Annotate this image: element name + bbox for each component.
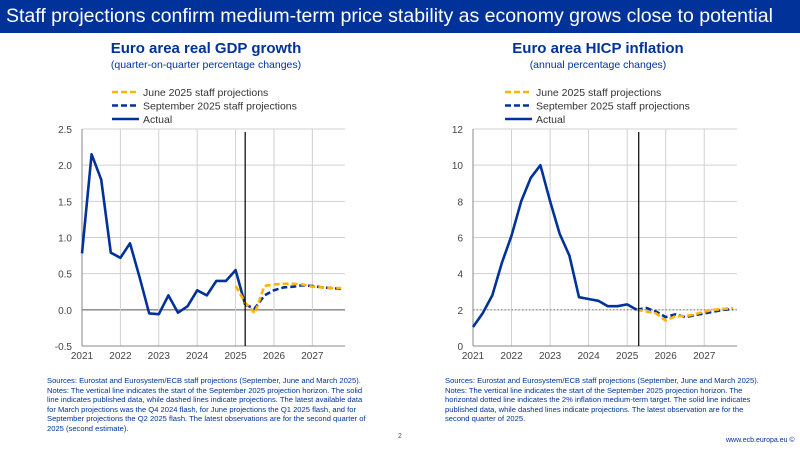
x-tick-label: 2024 xyxy=(577,351,600,362)
x-tick-label: 2021 xyxy=(462,351,485,362)
x-tick-label: 2024 xyxy=(186,351,209,362)
x-tick-label: 2026 xyxy=(263,351,286,362)
y-tick-label: 2.0 xyxy=(58,161,72,172)
page-number: 2 xyxy=(398,433,402,440)
y-tick-label: 0.5 xyxy=(58,270,72,281)
series-line-actual xyxy=(471,163,638,328)
y-tick-label: 12 xyxy=(452,125,464,136)
y-tick-label: 8 xyxy=(457,197,463,208)
y-tick-label: 1.5 xyxy=(58,197,72,208)
x-tick-label: 2025 xyxy=(616,351,639,362)
x-tick-label: 2025 xyxy=(224,351,247,362)
x-tick-label: 2021 xyxy=(71,351,94,362)
x-tick-label: 2027 xyxy=(301,351,324,362)
y-tick-label: -0.5 xyxy=(55,342,73,353)
y-tick-label: 0.0 xyxy=(58,306,72,317)
y-tick-label: 2.5 xyxy=(58,125,72,136)
x-tick-label: 2022 xyxy=(109,351,132,362)
legend-label: June 2025 staff projections xyxy=(143,87,268,99)
series-line-september-2025-staff-projections xyxy=(244,283,342,310)
x-tick-label: 2026 xyxy=(655,351,678,362)
legend-label: September 2025 staff projections xyxy=(143,101,297,113)
legend-label: Actual xyxy=(143,114,172,126)
ecb-url: www.ecb.europa.eu © xyxy=(726,437,795,444)
chart-subtitle-hicp: (annual percentage changes) xyxy=(529,59,667,71)
x-tick-label: 2023 xyxy=(539,351,562,362)
y-tick-label: 2 xyxy=(457,306,463,317)
y-tick-label: 6 xyxy=(457,234,463,245)
legend-label: Actual xyxy=(536,114,565,126)
series-line-june-2025-staff-projections xyxy=(636,306,734,323)
notes-hicp: Sources: Eurostat and Eurosystem/ECB sta… xyxy=(445,376,759,424)
chart-title-gdp: Euro area real GDP growth xyxy=(110,40,302,57)
series-line-actual xyxy=(80,153,247,316)
x-tick-label: 2022 xyxy=(500,351,523,362)
y-tick-label: 4 xyxy=(457,270,463,281)
y-tick-label: 10 xyxy=(452,161,464,172)
y-tick-label: 1.0 xyxy=(58,234,72,245)
notes-gdp: Sources: Eurostat and Eurosystem/ECB sta… xyxy=(47,376,366,433)
series-line-june-2025-staff-projections xyxy=(234,282,342,315)
legend-label: September 2025 staff projections xyxy=(536,101,690,113)
series-line-september-2025-staff-projections xyxy=(636,306,734,319)
legend-label: June 2025 staff projections xyxy=(536,87,661,99)
slide-title: Staff projections confirm medium-term pr… xyxy=(0,0,800,33)
chart-title-hicp: Euro area HICP inflation xyxy=(512,40,684,57)
x-tick-label: 2027 xyxy=(693,351,716,362)
y-tick-label: 0 xyxy=(457,342,463,353)
x-tick-label: 2023 xyxy=(148,351,171,362)
chart-subtitle-gdp: (quarter-on-quarter percentage changes) xyxy=(110,59,302,71)
